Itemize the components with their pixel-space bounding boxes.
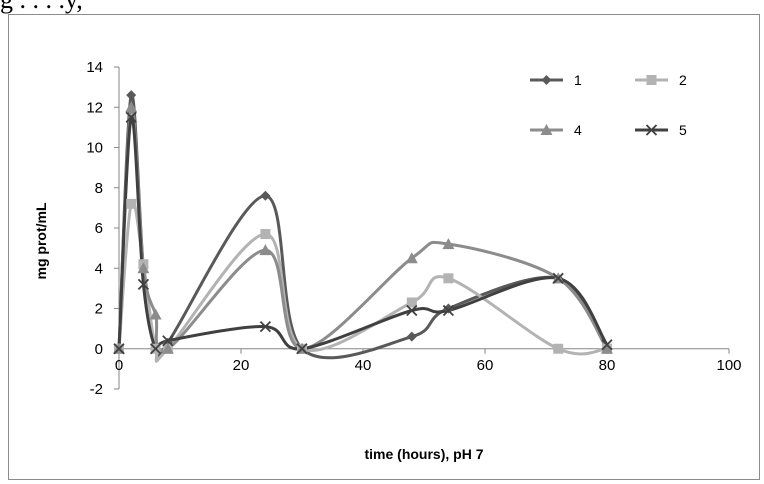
legend: 1 2 4 5 — [530, 72, 687, 138]
series-5-point — [552, 272, 564, 284]
series-markers — [113, 90, 613, 355]
chart-frame — [8, 14, 760, 480]
legend-1-marker — [541, 75, 552, 85]
series-1-point — [260, 190, 271, 201]
y-tick-label: 6 — [95, 220, 103, 237]
series-4-point — [149, 308, 162, 320]
series-1-line — [117, 93, 609, 362]
series-5-point — [406, 304, 418, 317]
x-tick-label: 80 — [599, 357, 616, 374]
legend-4-label: 4 — [574, 122, 582, 138]
series-2-point — [406, 297, 417, 308]
legend-2-marker — [646, 75, 657, 85]
x-tick-label: 100 — [716, 357, 741, 374]
series-4-point — [125, 101, 138, 113]
x-tick-label: 60 — [477, 357, 494, 374]
legend-5-marker — [645, 124, 658, 136]
series-5-point — [113, 343, 125, 355]
series-5-point — [259, 320, 272, 333]
series-4-point — [442, 238, 455, 250]
x-tick-label: 0 — [115, 357, 123, 374]
series-5-line — [117, 115, 609, 354]
series-1-point — [406, 331, 417, 342]
legend-4-marker — [540, 124, 553, 135]
x-axis-title: time (hours), pH 7 — [364, 446, 483, 462]
y-tick-label: 2 — [95, 301, 103, 318]
series-2-point — [443, 273, 454, 284]
y-axis-title: mg prot/mL — [33, 202, 49, 279]
y-tick-label: 10 — [86, 140, 103, 157]
axes — [114, 66, 730, 390]
y-tick-label: 14 — [86, 59, 103, 76]
series-5-point — [442, 304, 455, 317]
series-5-point — [162, 335, 174, 347]
series-2-point — [553, 343, 564, 354]
x-tick-label: 20 — [233, 357, 250, 374]
y-tick-label: 4 — [95, 260, 103, 277]
series-5-point — [137, 278, 150, 290]
top-clipped-text: g . . . .y, — [0, 0, 83, 15]
series-4-point — [405, 252, 418, 264]
series-1-point — [443, 303, 454, 314]
series-5-point — [601, 339, 613, 351]
y-tick-label: 0 — [95, 341, 103, 358]
series-4-point — [601, 342, 613, 354]
series-2-point — [260, 229, 271, 240]
legend-2-label: 2 — [679, 72, 687, 88]
series-5-point — [149, 343, 162, 355]
series-4-point — [161, 342, 174, 354]
series-5-point — [296, 343, 308, 355]
series-lines — [117, 93, 609, 363]
x-tick-label: 40 — [355, 357, 372, 374]
y-tick-label: -2 — [90, 381, 103, 398]
series-5-point — [125, 111, 137, 123]
y-tick-label: 8 — [95, 180, 103, 197]
legend-1-label: 1 — [574, 72, 582, 88]
series-2-point — [126, 198, 137, 209]
legend-5-label: 5 — [679, 122, 687, 138]
series-4-point — [259, 244, 272, 256]
series-4-point — [137, 262, 150, 274]
series-1-point — [126, 90, 137, 101]
y-tick-label: 12 — [86, 99, 103, 116]
